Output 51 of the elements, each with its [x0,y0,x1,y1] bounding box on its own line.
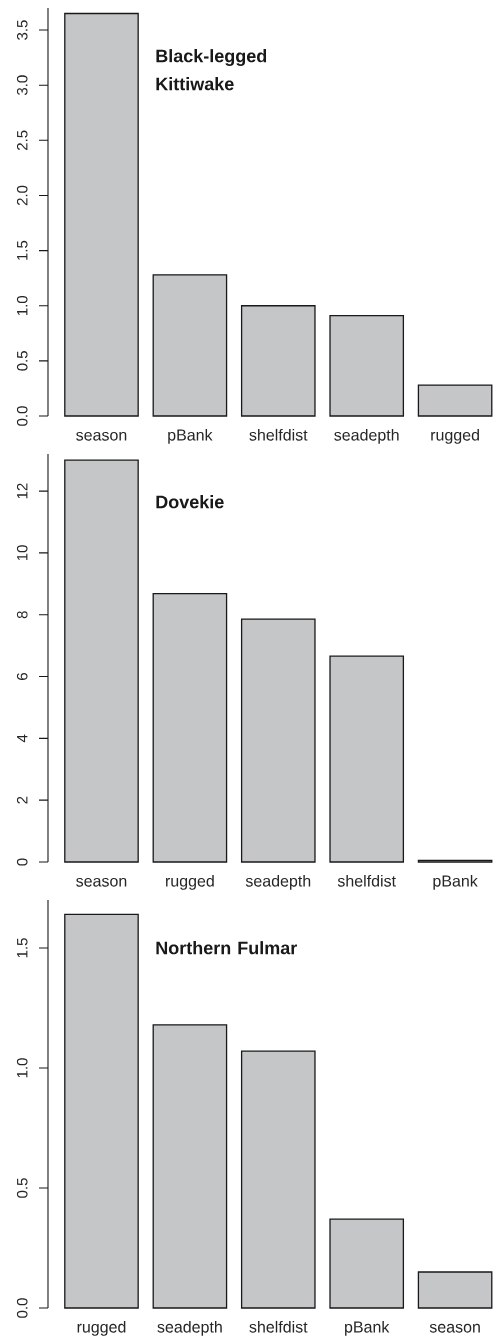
bar [240,1050,316,1309]
bar [64,12,139,417]
y-tick-label: 0.5 [16,351,28,371]
y-tick-label: 6 [16,673,28,680]
bar [329,655,405,863]
x-tick-label: shelfdist [337,874,396,887]
bar [152,593,228,863]
x-tick-label: season [76,877,127,887]
x-tick-label: seadepth [157,1320,222,1336]
x-tick-label: shelfdist [249,428,308,441]
bar [152,274,228,417]
y-tick-label: 1.5 [17,240,28,260]
y-tick-label: 0.0 [16,406,28,426]
y-tick-label: 0 [16,858,28,866]
x-tick-label: pBank [433,874,478,890]
y-tick-label: 1.0 [16,1058,28,1078]
text: Black-legged Kittiwake [156,49,267,91]
x-tick-label: season [76,431,127,441]
x-tick-label: seadepth [334,428,399,444]
y-tick-label: 3.5 [16,20,28,40]
text: Dovekie [156,495,224,509]
x-tick-label: seadepth [245,874,311,890]
y-tick-label: 1.5 [17,938,28,958]
y-tick-label: 8 [16,611,28,619]
bar [64,459,139,863]
bar [64,913,139,1309]
x-tick-label: rugged [77,1320,126,1336]
bar [329,315,405,417]
bar [152,1024,228,1309]
bar [240,618,316,863]
bar [417,1271,493,1309]
x-tick-label: rugged [166,874,214,890]
y-tick-label: 2.5 [16,130,28,150]
bar [329,1218,405,1309]
y-tick-label: 10 [16,545,28,561]
y-tick-label: 2.0 [16,185,28,206]
y-tick-label: 1.0 [16,295,28,316]
bar [240,305,316,417]
y-tick-label: 12 [16,483,28,499]
x-tick-label: pBank [168,428,213,444]
y-tick-label: 4 [17,734,28,743]
y-tick-label: 0.5 [16,1178,28,1198]
x-tick-label: season [429,1323,480,1333]
bar [417,384,493,417]
y-tick-label: 2 [16,796,28,804]
x-tick-label: shelfdist [249,1320,308,1333]
y-tick-label: 0.0 [16,1298,28,1318]
y-tick-label: 3.0 [16,75,28,96]
x-tick-label: rugged [431,428,479,444]
x-tick-label: pBank [345,1320,390,1336]
text: Northern Fulmar [156,941,297,955]
